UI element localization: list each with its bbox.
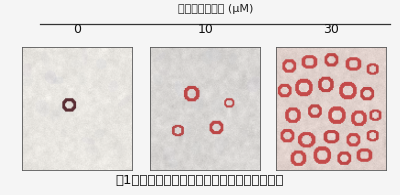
Text: 0: 0 — [73, 23, 81, 36]
Text: 10: 10 — [197, 23, 213, 36]
Text: 30: 30 — [323, 23, 339, 36]
Text: ノビレチン濃度 (μM): ノビレチン濃度 (μM) — [178, 4, 254, 14]
Text: 図1　ノビレチンによる脂肪細胞分化促進効果: 図1 ノビレチンによる脂肪細胞分化促進効果 — [116, 175, 284, 187]
